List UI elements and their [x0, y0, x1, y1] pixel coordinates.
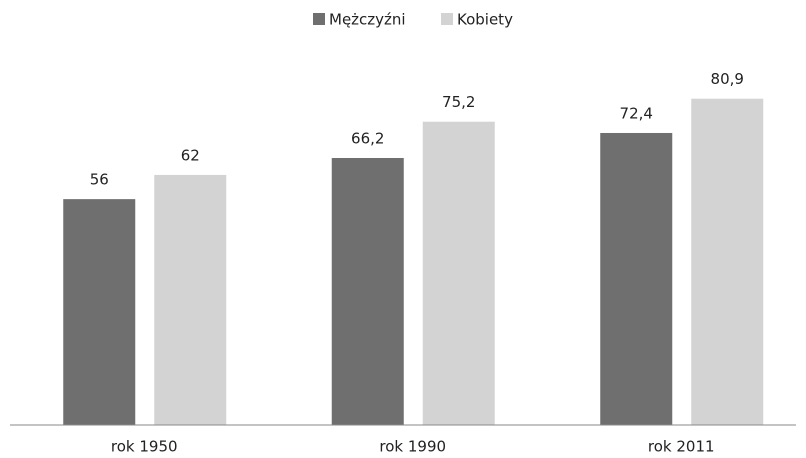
data-label: 72,4	[620, 104, 653, 122]
x-tick-label: rok 1950	[111, 438, 178, 456]
data-label: 56	[90, 171, 109, 189]
bar	[422, 121, 495, 426]
bar	[600, 132, 673, 425]
bar	[691, 98, 764, 425]
bar	[154, 174, 227, 425]
legend-swatch	[313, 13, 325, 25]
data-label: 75,2	[442, 93, 475, 111]
x-tick-label: rok 2011	[648, 438, 715, 456]
data-label: 66,2	[351, 129, 384, 147]
legend-swatch	[441, 13, 453, 25]
data-label: 80,9	[711, 70, 744, 88]
x-tick-label: rok 1990	[379, 438, 446, 456]
data-label: 62	[181, 146, 200, 164]
legend-label: Mężczyźni	[329, 11, 406, 29]
bar	[63, 199, 136, 425]
legend-label: Kobiety	[457, 11, 513, 29]
bar	[331, 157, 404, 425]
